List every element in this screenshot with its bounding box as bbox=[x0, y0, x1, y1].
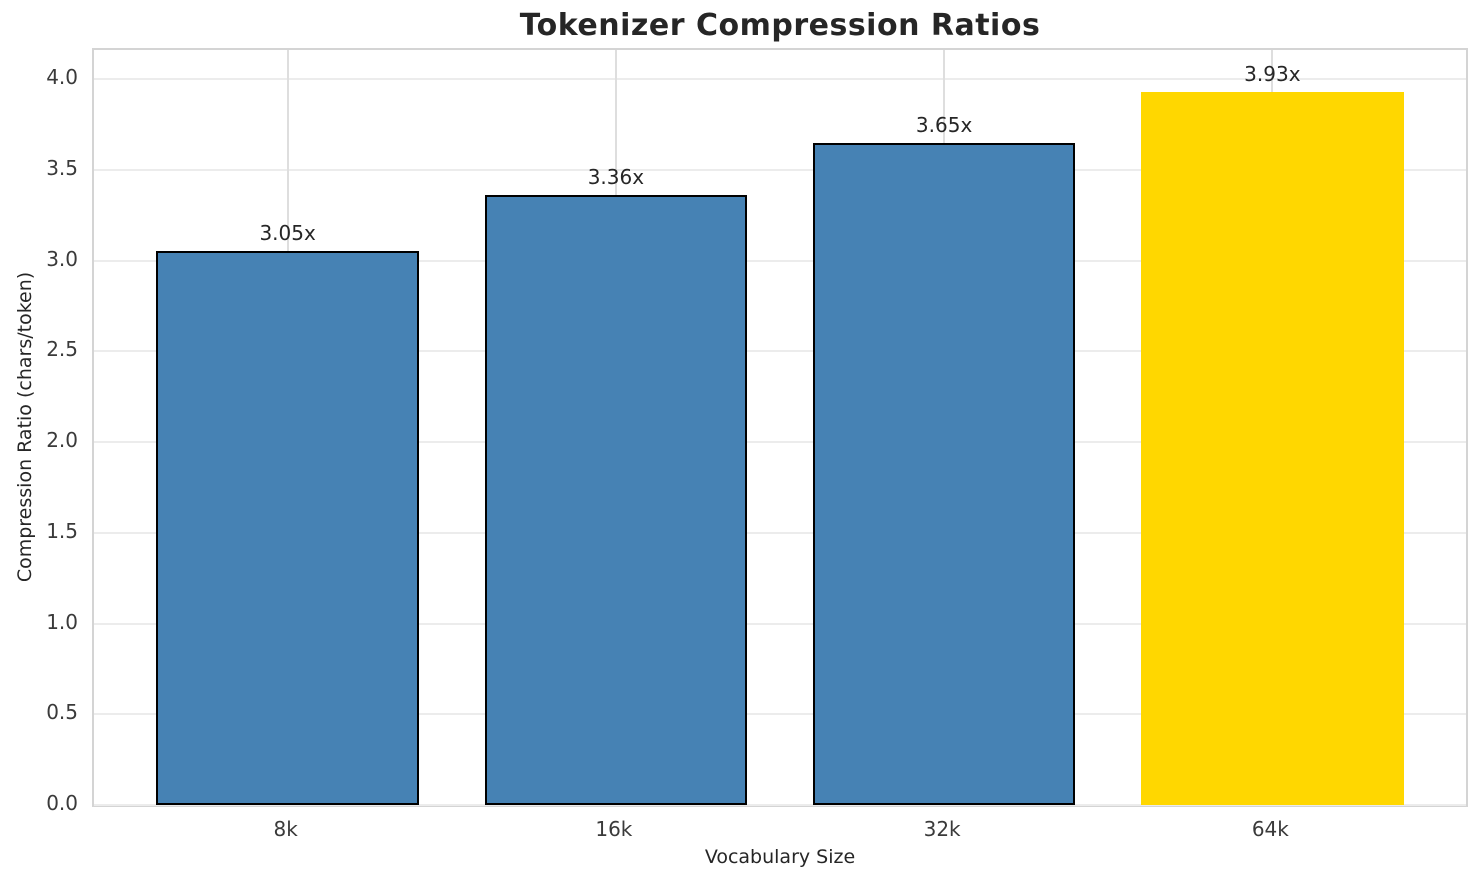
x-tick-label: 16k bbox=[595, 817, 633, 841]
y-tick-label: 2.0 bbox=[46, 428, 78, 453]
gridline-h bbox=[94, 531, 1466, 534]
bar-32k bbox=[812, 142, 1076, 805]
y-tick-label: 3.5 bbox=[46, 155, 78, 180]
bar-value-label: 3.05x bbox=[259, 221, 316, 246]
y-tick-label: 1.5 bbox=[46, 518, 78, 543]
y-tick-label: 0.0 bbox=[46, 791, 78, 815]
bar-value-label: 3.36x bbox=[587, 165, 645, 190]
y-tick-label: 3.0 bbox=[46, 246, 78, 271]
x-axis-ticks: 8k 16k 32k 64k bbox=[92, 807, 1468, 841]
y-axis-ticks: 0.0 0.5 1.0 1.5 2.0 2.5 3.0 3.5 4.0 bbox=[0, 48, 92, 813]
plot-area: 3.05x 3.36x 3.65x 3.93x bbox=[92, 48, 1468, 807]
bar-64k bbox=[1141, 91, 1404, 805]
x-tick-label: 32k bbox=[923, 817, 961, 841]
gridline-h bbox=[94, 804, 1466, 806]
gridline-h bbox=[94, 622, 1466, 625]
x-tick-label: 8k bbox=[273, 817, 298, 841]
bar-16k bbox=[484, 195, 748, 805]
bar-8k bbox=[156, 251, 419, 805]
y-tick-label: 2.5 bbox=[46, 337, 78, 362]
bar-value-label: 3.65x bbox=[915, 112, 973, 137]
chart-title: Tokenizer Compression Ratios bbox=[519, 8, 1041, 43]
gridline-h bbox=[94, 350, 1466, 353]
gridline-h bbox=[94, 168, 1466, 171]
y-tick-label: 0.5 bbox=[46, 700, 78, 725]
gridline-h bbox=[94, 259, 1466, 262]
gridline-h bbox=[94, 78, 1466, 81]
gridline-h bbox=[94, 713, 1466, 716]
x-tick-label: 64k bbox=[1251, 817, 1289, 841]
x-axis-label: Vocabulary Size bbox=[704, 846, 856, 868]
gridline-h bbox=[94, 441, 1466, 444]
y-tick-label: 4.0 bbox=[46, 65, 78, 90]
y-tick-label: 1.0 bbox=[46, 609, 78, 634]
bar-value-label: 3.93x bbox=[1244, 61, 1301, 86]
